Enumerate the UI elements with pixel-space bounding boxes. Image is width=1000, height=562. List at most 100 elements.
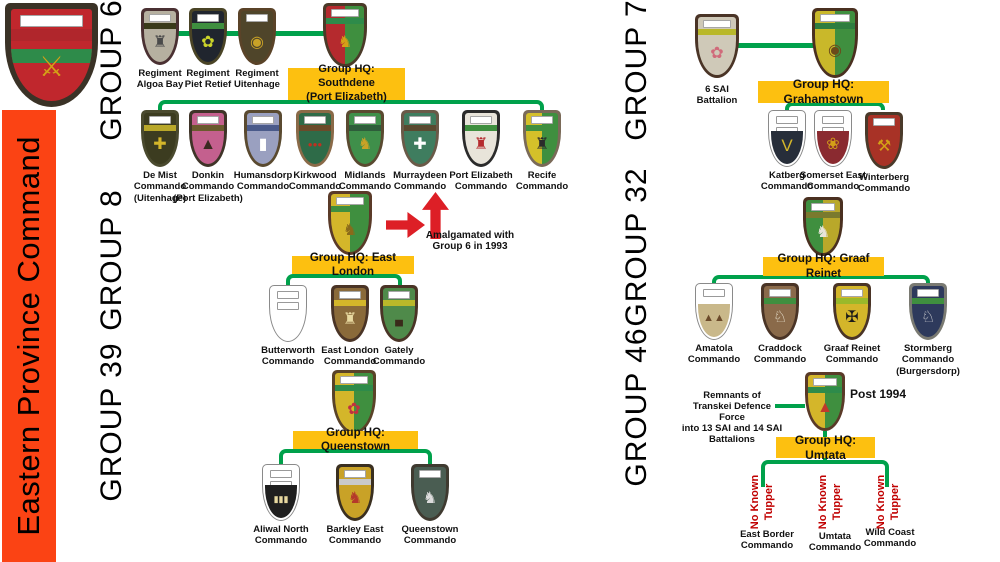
flash-slot [339, 291, 361, 299]
somerset-east-flash: ❀ [814, 110, 852, 167]
flash-shape: V [768, 110, 806, 167]
unit-6-sai-battalion: ✿ 6 SAI Battalion [675, 14, 759, 107]
unit-label: Recife Commando [515, 170, 569, 193]
post-1994-note: Post 1994 [850, 387, 907, 401]
unit-midlands-commando: ♞ Midlands Commando [323, 110, 407, 193]
unit-east-border-commando: East Border Commando [725, 526, 809, 552]
flash-lower-field [771, 131, 803, 164]
flash-shape: ◉ [238, 8, 276, 65]
butterworth-flash [269, 285, 307, 342]
flash-slot [776, 116, 798, 124]
unit-group32-hq: ♞ [781, 197, 865, 256]
flash-field: ◉ [241, 11, 273, 62]
group6-hq-label: Group HQ: Southdene (Port Elizabeth) [288, 63, 405, 103]
unit-east-london-commando: ♜ East London Commando [308, 285, 392, 368]
group46-bracket [761, 460, 889, 487]
pyramid-elephant-icon: ▲ [200, 136, 216, 154]
flash-slot [270, 470, 292, 478]
group-46-title: GROUP 46 [620, 327, 653, 487]
unit-group46-hq: ▲ [783, 372, 867, 431]
flash-shape: ♞ [336, 464, 374, 521]
unit-group7-hq: ◉ [793, 8, 877, 78]
flash-slot [246, 14, 268, 22]
unit-label: Katberg Commando [760, 170, 814, 193]
unit-label: Gately Commando [372, 345, 426, 368]
mountains-icon: ▲▲ [703, 311, 725, 324]
unit-humansdorp-commando: ▮ Humansdorp Commando [221, 110, 305, 193]
flash-field: ♘ [764, 286, 796, 337]
flash-band [331, 206, 369, 212]
amalgamated-note: Amalgamated with Group 6 in 1993 [425, 230, 515, 252]
unit-craddock-commando: ♘ Craddock Commando [738, 283, 822, 366]
katberg-flash: V [768, 110, 806, 167]
kirkwood-flash: ●●● [296, 110, 334, 167]
flash-slot [197, 14, 219, 22]
flash-lower-field [265, 485, 297, 518]
crane-icon: ♘ [920, 309, 936, 327]
flash-field: ♞ [326, 6, 364, 64]
flash-field [272, 288, 304, 339]
protea-icon: ✿ [201, 34, 215, 52]
group6-hq-flash: ♞ [323, 3, 367, 67]
flash-band [11, 29, 92, 41]
unit-label: Barkley East Commando [326, 524, 384, 547]
remnants-note: Remnants of Transkei Defence Force into … [681, 390, 783, 445]
flash-shape: ⚔ [5, 3, 98, 107]
flash-band [808, 387, 842, 393]
flash-slot [703, 20, 731, 28]
flash-field: ✿ [698, 17, 736, 75]
buffalo-icon: ♞ [342, 221, 358, 239]
flash-field: ▲▲ [698, 286, 730, 337]
flash-band [299, 125, 331, 131]
tower-icon: ♜ [534, 136, 550, 154]
de-mist-flash: ✚ [141, 110, 179, 167]
flash-shape: ▄ [380, 285, 418, 342]
flash-field: ♜ [465, 113, 497, 164]
unit-label: Aliwal North Commando [253, 524, 309, 547]
flash-slot [336, 197, 364, 205]
flash-band [383, 300, 415, 306]
flash-band [465, 125, 497, 131]
group8-bracket [286, 274, 402, 285]
unit-group8-hq: ♞ [308, 191, 392, 255]
flash-band [526, 125, 558, 131]
group46-hq-stub [823, 431, 827, 438]
flash-shape: ♜ [523, 110, 561, 167]
unit-label: Regiment Uitenhage [234, 68, 280, 91]
flash-field: ♞ [806, 200, 840, 253]
springbok-icon: ♞ [422, 490, 438, 508]
flash-slot [277, 302, 299, 310]
flash-band [912, 298, 944, 304]
recife-flash: ♜ [523, 110, 561, 167]
sunflower-icon: ❀ [826, 136, 840, 154]
flash-slot [822, 116, 844, 124]
flash-field: ⚒ [868, 115, 900, 166]
group39-hq-flash: ✿ [332, 370, 376, 434]
unit-label: Regiment Piet Retief [184, 68, 232, 91]
flash-shape [269, 285, 307, 342]
flash-slot [841, 289, 863, 297]
unit-umtata-commando: Umtata Commando [793, 528, 877, 554]
unit-barkley-east-commando: ♞ Barkley East Commando [313, 464, 397, 547]
flash-field: ◉ [815, 11, 855, 75]
flash-slot [769, 289, 791, 297]
flash-slot [813, 378, 837, 386]
flash-stripe [11, 49, 92, 64]
flash-slot [340, 376, 368, 384]
flash-slot [149, 116, 171, 124]
unit-label: Donkin Commando (Port Elizabeth) [173, 170, 243, 204]
flash-slot [470, 116, 492, 124]
flash-slot [388, 291, 410, 299]
stag-icon: ♞ [347, 490, 363, 508]
axe-icon: ⚒ [876, 138, 892, 156]
group39-hq-label: Group HQ: Queenstown [293, 427, 418, 453]
flash-shape: ❀ [814, 110, 852, 167]
donkin-flash: ▲ [189, 110, 227, 167]
flash-slot [703, 289, 725, 297]
flash-shape: ✚ [141, 110, 179, 167]
flash-band [192, 125, 224, 131]
flash-slot [304, 116, 326, 124]
towers-icon: ♜ [342, 311, 358, 329]
unit-label: 6 SAI Battalion [696, 84, 738, 107]
